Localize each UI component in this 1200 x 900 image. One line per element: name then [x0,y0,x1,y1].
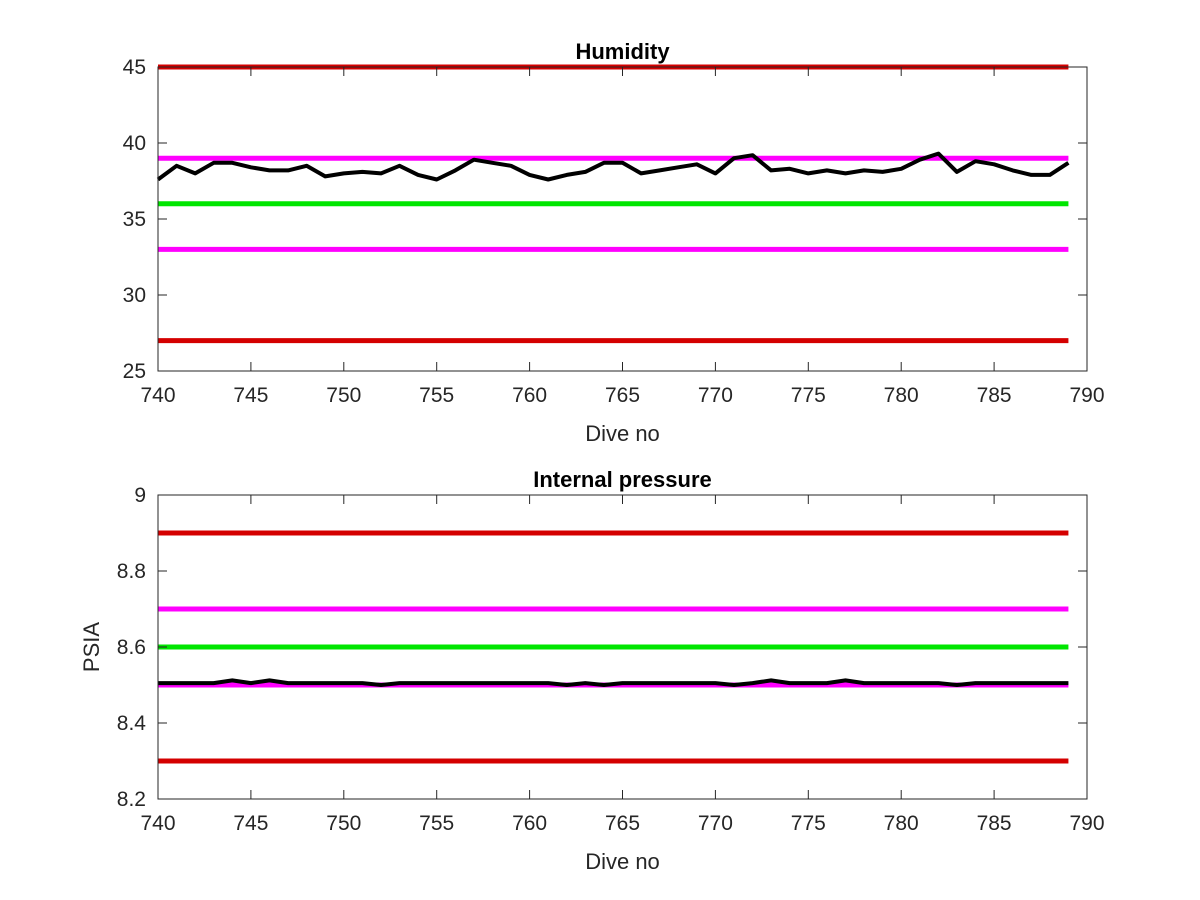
x-tick-label: 765 [605,812,640,835]
y-tick-label: 8.8 [117,560,146,583]
y-tick-label: 30 [123,284,146,307]
x-tick-label: 745 [233,812,268,835]
x-tick-label: 740 [140,384,175,407]
x-tick-label: 790 [1069,812,1104,835]
subplot-1: 740 745 750 755 760 765 770 775 780 785 790 25 30 35 4… [123,39,1105,446]
x-tick-label: 765 [605,384,640,407]
x-tick-label: 785 [977,812,1012,835]
x-axis-label: Dive no [585,849,660,874]
y-tick-label: 8.6 [117,636,146,659]
axes-box [157,66,1088,372]
subplot-2: 740 745 750 755 760 765 770 775 780 785 790 8.2 8.4 8… [79,467,1105,874]
chart-title: Humidity [575,39,670,64]
y-tick-label: 35 [123,208,146,231]
x-tick-label: 780 [884,384,919,407]
x-tick-label: 785 [977,384,1012,407]
y-axis-label: PSIA [79,622,104,672]
chart-title: Internal pressure [533,467,712,492]
y-tick-label: 8.4 [117,712,147,735]
y-tick-label: 45 [123,56,146,79]
y-tick-label: 40 [123,132,146,155]
x-tick-label: 755 [419,812,454,835]
x-tick-label: 770 [698,384,733,407]
x-tick-label: 780 [884,812,919,835]
x-tick-label: 760 [512,384,547,407]
x-tick-label: 750 [326,812,361,835]
x-tick-label: 740 [140,812,175,835]
series-line [156,151,1070,182]
x-tick-label: 775 [791,384,826,407]
x-tick-label: 760 [512,812,547,835]
x-tick-label: 750 [326,384,361,407]
x-tick-label: 745 [233,384,268,407]
y-tick-label: 8.2 [117,788,146,811]
y-tick-label: 9 [134,484,146,507]
y-tick-label: 25 [123,360,146,383]
series-line [158,678,1069,687]
x-tick-label: 790 [1069,384,1104,407]
x-axis-label: Dive no [585,421,660,446]
x-tick-label: 775 [791,812,826,835]
x-tick-label: 755 [419,384,454,407]
x-tick-label: 770 [698,812,733,835]
